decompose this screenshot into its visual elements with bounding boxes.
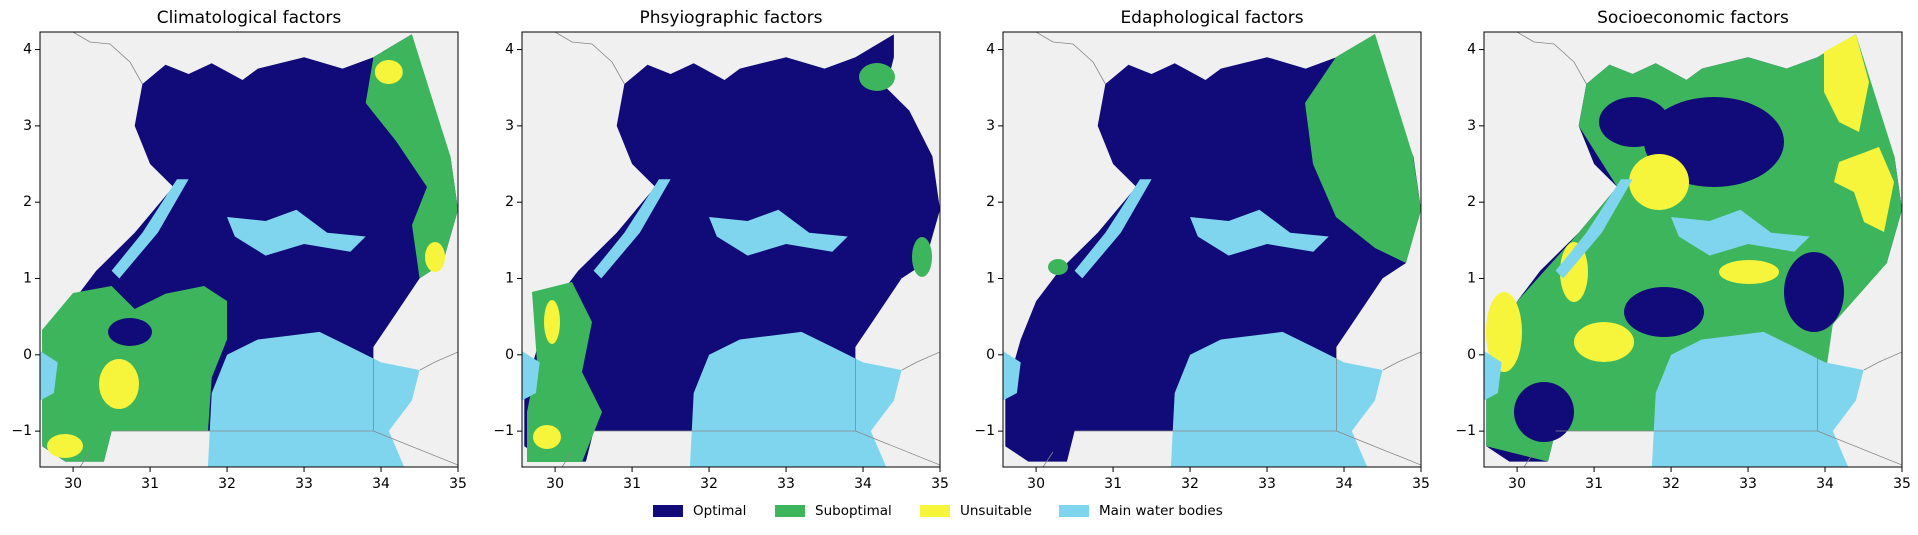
y-tick-label: 2 [505, 194, 514, 210]
x-tick-label: 31 [141, 476, 159, 492]
y-tick-label: 1 [23, 271, 32, 287]
optimal-zone [1514, 382, 1574, 442]
legend-item: Unsuitable [920, 503, 1032, 519]
y-tick-label: 4 [1467, 42, 1476, 58]
y-tick-label: 3 [23, 118, 32, 134]
y-tick-label: 0 [505, 347, 514, 363]
y-tick-label: 1 [986, 271, 995, 287]
unsuitable-zone [47, 434, 83, 458]
legend-label: Main water bodies [1099, 503, 1223, 519]
x-tick-label: 34 [1816, 476, 1834, 492]
panel-title: Climatological factors [157, 8, 342, 28]
map-panel [522, 32, 940, 467]
x-tick-label: 33 [1258, 476, 1276, 492]
x-tick-label: 35 [1412, 476, 1430, 492]
optimal-zone [108, 318, 152, 346]
legend-item: Suboptimal [775, 503, 892, 519]
suboptimal-zone [859, 63, 895, 91]
x-tick-label: 32 [218, 476, 236, 492]
suboptimal-zone [912, 237, 932, 277]
y-tick-label: −1 [974, 423, 995, 439]
x-tick-label: 34 [1335, 476, 1353, 492]
x-tick-label: 32 [700, 476, 718, 492]
panel-frame [521, 31, 941, 468]
x-tick-label: 30 [1027, 476, 1045, 492]
legend-swatch [653, 505, 683, 517]
suboptimal-zone [365, 34, 458, 279]
x-tick-label: 31 [1104, 476, 1122, 492]
x-tick-label: 30 [64, 476, 82, 492]
y-tick-label: 4 [23, 42, 32, 58]
y-tick-label: 3 [1467, 118, 1476, 134]
y-tick-label: 2 [1467, 194, 1476, 210]
panel-title: Edaphological factors [1120, 8, 1303, 28]
unsuitable-zone [1824, 34, 1869, 132]
y-tick-label: 4 [505, 42, 514, 58]
y-tick-label: 1 [1467, 271, 1476, 287]
map-panel [40, 32, 458, 467]
map-panel [1003, 32, 1421, 467]
y-tick-label: 2 [986, 194, 995, 210]
x-tick-label: 31 [1585, 476, 1603, 492]
x-tick-label: 33 [295, 476, 313, 492]
unsuitable-zone [1719, 260, 1779, 284]
x-tick-label: 30 [1508, 476, 1526, 492]
legend-item: Optimal [653, 503, 746, 519]
y-tick-label: 0 [1467, 347, 1476, 363]
unsuitable-zone [1834, 147, 1894, 232]
legend-item: Main water bodies [1059, 503, 1223, 519]
map-panel [1484, 32, 1902, 467]
unsuitable-zone [544, 300, 560, 344]
optimal-zone [1624, 287, 1704, 337]
x-tick-label: 35 [1893, 476, 1911, 492]
y-tick-label: 0 [23, 347, 32, 363]
unsuitable-zone [374, 60, 403, 84]
panel-frame [1002, 31, 1422, 468]
optimal-zone [1784, 252, 1844, 332]
y-tick-label: 3 [986, 118, 995, 134]
optimal-zone [1599, 97, 1669, 147]
panel-title: Phsyiographic factors [640, 8, 823, 28]
legend-label: Unsuitable [960, 503, 1032, 519]
x-tick-label: 34 [854, 476, 872, 492]
legend-swatch [1059, 505, 1089, 517]
suboptimal-zone [1048, 259, 1068, 275]
panel-frame [1483, 31, 1903, 468]
unsuitable-zone [1574, 322, 1634, 362]
y-tick-label: −1 [11, 423, 32, 439]
unsuitable-zone [1629, 154, 1689, 210]
y-tick-label: −1 [493, 423, 514, 439]
unsuitable-zone [1486, 292, 1522, 372]
x-tick-label: 33 [777, 476, 795, 492]
x-tick-label: 35 [449, 476, 467, 492]
y-tick-label: 0 [986, 347, 995, 363]
panel-title: Socioeconomic factors [1597, 8, 1789, 28]
legend-swatch [920, 505, 950, 517]
y-tick-label: 4 [986, 42, 995, 58]
x-tick-label: 31 [623, 476, 641, 492]
y-tick-label: 2 [23, 194, 32, 210]
legend-label: Optimal [693, 503, 746, 519]
legend-label: Suboptimal [815, 503, 892, 519]
x-tick-label: 34 [372, 476, 390, 492]
unsuitable-zone [425, 242, 445, 272]
y-tick-label: −1 [1455, 423, 1476, 439]
panel-frame [39, 31, 459, 468]
y-tick-label: 3 [505, 118, 514, 134]
x-tick-label: 32 [1662, 476, 1680, 492]
x-tick-label: 32 [1181, 476, 1199, 492]
unsuitable-zone [99, 359, 139, 409]
unsuitable-zone [533, 425, 561, 449]
suboptimal-zone [1305, 34, 1421, 263]
x-tick-label: 33 [1739, 476, 1757, 492]
x-tick-label: 35 [931, 476, 949, 492]
legend-swatch [775, 505, 805, 517]
y-tick-label: 1 [505, 271, 514, 287]
x-tick-label: 30 [546, 476, 564, 492]
